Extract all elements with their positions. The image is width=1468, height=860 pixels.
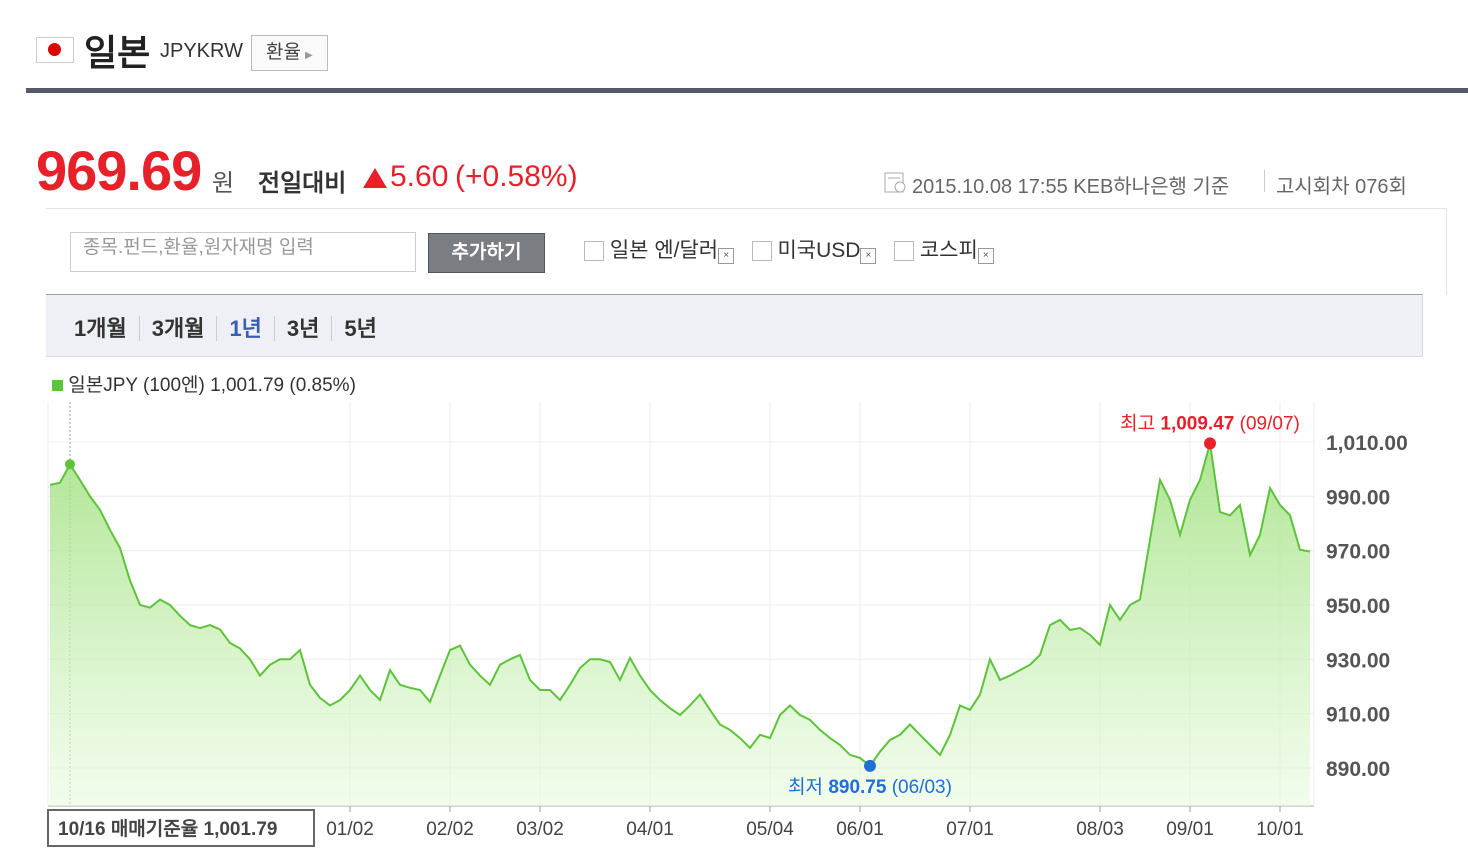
compare-panel xyxy=(46,208,1447,295)
y-tick-label: 1,010.00 xyxy=(1326,432,1408,455)
area xyxy=(50,443,1310,806)
add-button[interactable]: 추가하기 xyxy=(428,233,545,273)
y-tick-label: 970.00 xyxy=(1326,541,1390,564)
x-tick-label: 01/02 xyxy=(326,819,374,840)
period-tabs: 1개월 3개월 1년 3년 5년 xyxy=(62,311,389,343)
checkbox[interactable] xyxy=(893,241,914,262)
up-arrow xyxy=(363,168,387,188)
separator xyxy=(1264,170,1265,192)
low-name: 최저 xyxy=(788,776,823,798)
x-tick-label: 08/03 xyxy=(1076,819,1124,840)
reference-name: 매매기준율 xyxy=(111,818,198,840)
x-tick-label: 03/02 xyxy=(516,819,564,840)
line xyxy=(49,443,1311,768)
y-tick-label: 930.00 xyxy=(1326,649,1390,672)
period-tab[interactable]: 3개월 xyxy=(139,316,218,341)
search-input[interactable]: 종목.펀드,환율,원자재명 입력 xyxy=(70,232,416,272)
title: 일본 xyxy=(84,32,151,73)
reference-dot xyxy=(65,459,75,470)
arrow: ▶ xyxy=(304,50,313,61)
x-tick-label: 07/01 xyxy=(946,819,994,840)
category-button[interactable]: 환율 ▶ xyxy=(251,35,328,71)
x-tick-label: 05/04 xyxy=(746,819,794,840)
y-tick-label: 950.00 xyxy=(1326,595,1390,618)
reference-value: 1,001.79 xyxy=(204,819,278,840)
price-unit: 원 xyxy=(212,170,235,197)
change-pct: (+0.58%) xyxy=(455,160,578,193)
compare-label: 미국USD xyxy=(777,239,861,262)
legend-label: 일본JPY (100엔) xyxy=(68,375,205,396)
notice: 고시회차 076회 xyxy=(1276,176,1407,198)
code: JPYKRW xyxy=(160,40,243,62)
x-tick-label: 09/01 xyxy=(1166,819,1214,840)
up-triangle xyxy=(363,168,387,188)
remove-button[interactable]: × xyxy=(860,248,877,264)
checkbox[interactable] xyxy=(751,241,772,262)
period-tab[interactable]: 1년 xyxy=(217,316,275,341)
period-tab[interactable]: 3년 xyxy=(274,316,333,341)
high-label: 최고 1,009.47 (09/07) xyxy=(1120,412,1300,434)
high-name: 최고 xyxy=(1120,412,1155,434)
change: 5.60 xyxy=(390,160,449,193)
high-value: 1,009.47 xyxy=(1160,413,1234,434)
compare-label: 일본 엔/달러 xyxy=(609,239,719,262)
icon-clock xyxy=(894,181,906,193)
low-dot xyxy=(864,759,876,772)
checkbox[interactable] xyxy=(584,241,604,262)
clock-icon xyxy=(884,172,906,193)
low-value: 890.75 xyxy=(828,777,887,798)
legend: 일본JPY (100엔) 1,001.79 (0.85%) xyxy=(52,370,356,397)
header-rule xyxy=(26,88,1468,93)
high-date: (09/07) xyxy=(1240,413,1300,434)
period-tab[interactable]: 1개월 xyxy=(62,316,140,341)
reference-label: 10/16 매매기준율 1,001.79 xyxy=(58,818,277,840)
x-tick-label: 04/01 xyxy=(626,819,674,840)
legend-value: 1,001.79 (0.85%) xyxy=(210,375,356,396)
x-tick-label: 02/02 xyxy=(426,819,474,840)
remove-button[interactable]: × xyxy=(977,248,994,264)
low-label: 최저 890.75 (06/03) xyxy=(788,776,952,798)
flag-sun xyxy=(48,43,61,56)
x-tick-label: 10/16 xyxy=(58,819,106,840)
y-tick-label: 990.00 xyxy=(1326,486,1390,509)
reference-box xyxy=(47,809,315,847)
price: 969.69 xyxy=(36,139,202,202)
x-tick-label: 06/01 xyxy=(836,819,884,840)
remove-button[interactable]: × xyxy=(718,248,735,264)
x-tick-label: 10/01 xyxy=(1256,819,1304,840)
change-label: 전일대비 xyxy=(258,170,347,197)
y-tick-label: 910.00 xyxy=(1326,704,1390,727)
compare-list: 일본 엔/달러 × 미국USD × 코스피 × xyxy=(584,234,994,264)
compare-label: 코스피 xyxy=(919,239,978,262)
legend-swatch xyxy=(52,380,63,392)
period-tab[interactable]: 5년 xyxy=(344,316,377,341)
period-bar: 1개월 3개월 1년 3년 5년 xyxy=(46,294,1423,357)
y-tick-label: 890.00 xyxy=(1326,758,1390,781)
low-date: (06/03) xyxy=(892,777,952,798)
button-label: 환율 xyxy=(266,42,301,63)
timestamp: 2015.10.08 17:55 KEB하나은행 기준 xyxy=(912,176,1230,198)
flag xyxy=(36,37,74,63)
high-dot xyxy=(1204,437,1216,450)
